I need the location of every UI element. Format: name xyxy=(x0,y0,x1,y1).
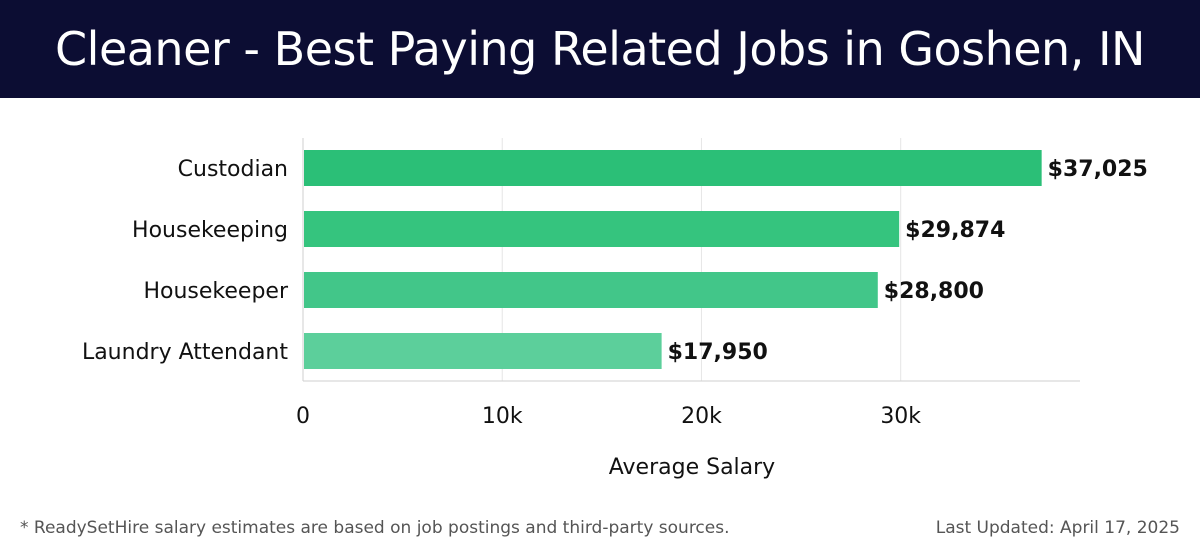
footer-note: * ReadySetHire salary estimates are base… xyxy=(20,518,730,538)
bar-chart: Custodian Housekeeping Housekeeper Laundry … xyxy=(82,138,1148,480)
category-label: Custodian xyxy=(178,157,288,182)
x-tick-labels: 0 10k 20k 30k xyxy=(296,404,921,429)
category-label: Housekeeper xyxy=(143,279,288,304)
bar xyxy=(304,211,900,247)
value-labels: $37,025 $29,874 $28,800 $17,950 xyxy=(668,157,1148,365)
category-labels: Custodian Housekeeping Housekeeper Laundry … xyxy=(82,157,289,365)
chart-header: Cleaner - Best Paying Related Jobs in Go… xyxy=(0,0,1200,98)
value-label: $29,874 xyxy=(905,218,1005,243)
value-label: $17,950 xyxy=(668,340,768,365)
bar xyxy=(304,150,1042,186)
bars xyxy=(304,150,1042,369)
x-tick-label: 30k xyxy=(880,404,921,429)
value-label: $28,800 xyxy=(884,279,984,304)
bar xyxy=(304,272,878,308)
bar xyxy=(304,333,662,369)
x-tick-label: 10k xyxy=(482,404,523,429)
chart-title: Cleaner - Best Paying Related Jobs in Go… xyxy=(55,22,1145,76)
category-label: Laundry Attendant xyxy=(82,340,288,365)
category-label: Housekeeping xyxy=(132,218,288,243)
x-tick-label: 20k xyxy=(681,404,722,429)
x-axis-label: Average Salary xyxy=(609,455,775,480)
last-updated: Last Updated: April 17, 2025 xyxy=(935,518,1180,538)
x-tick-label: 0 xyxy=(296,404,310,429)
value-label: $37,025 xyxy=(1048,157,1148,182)
